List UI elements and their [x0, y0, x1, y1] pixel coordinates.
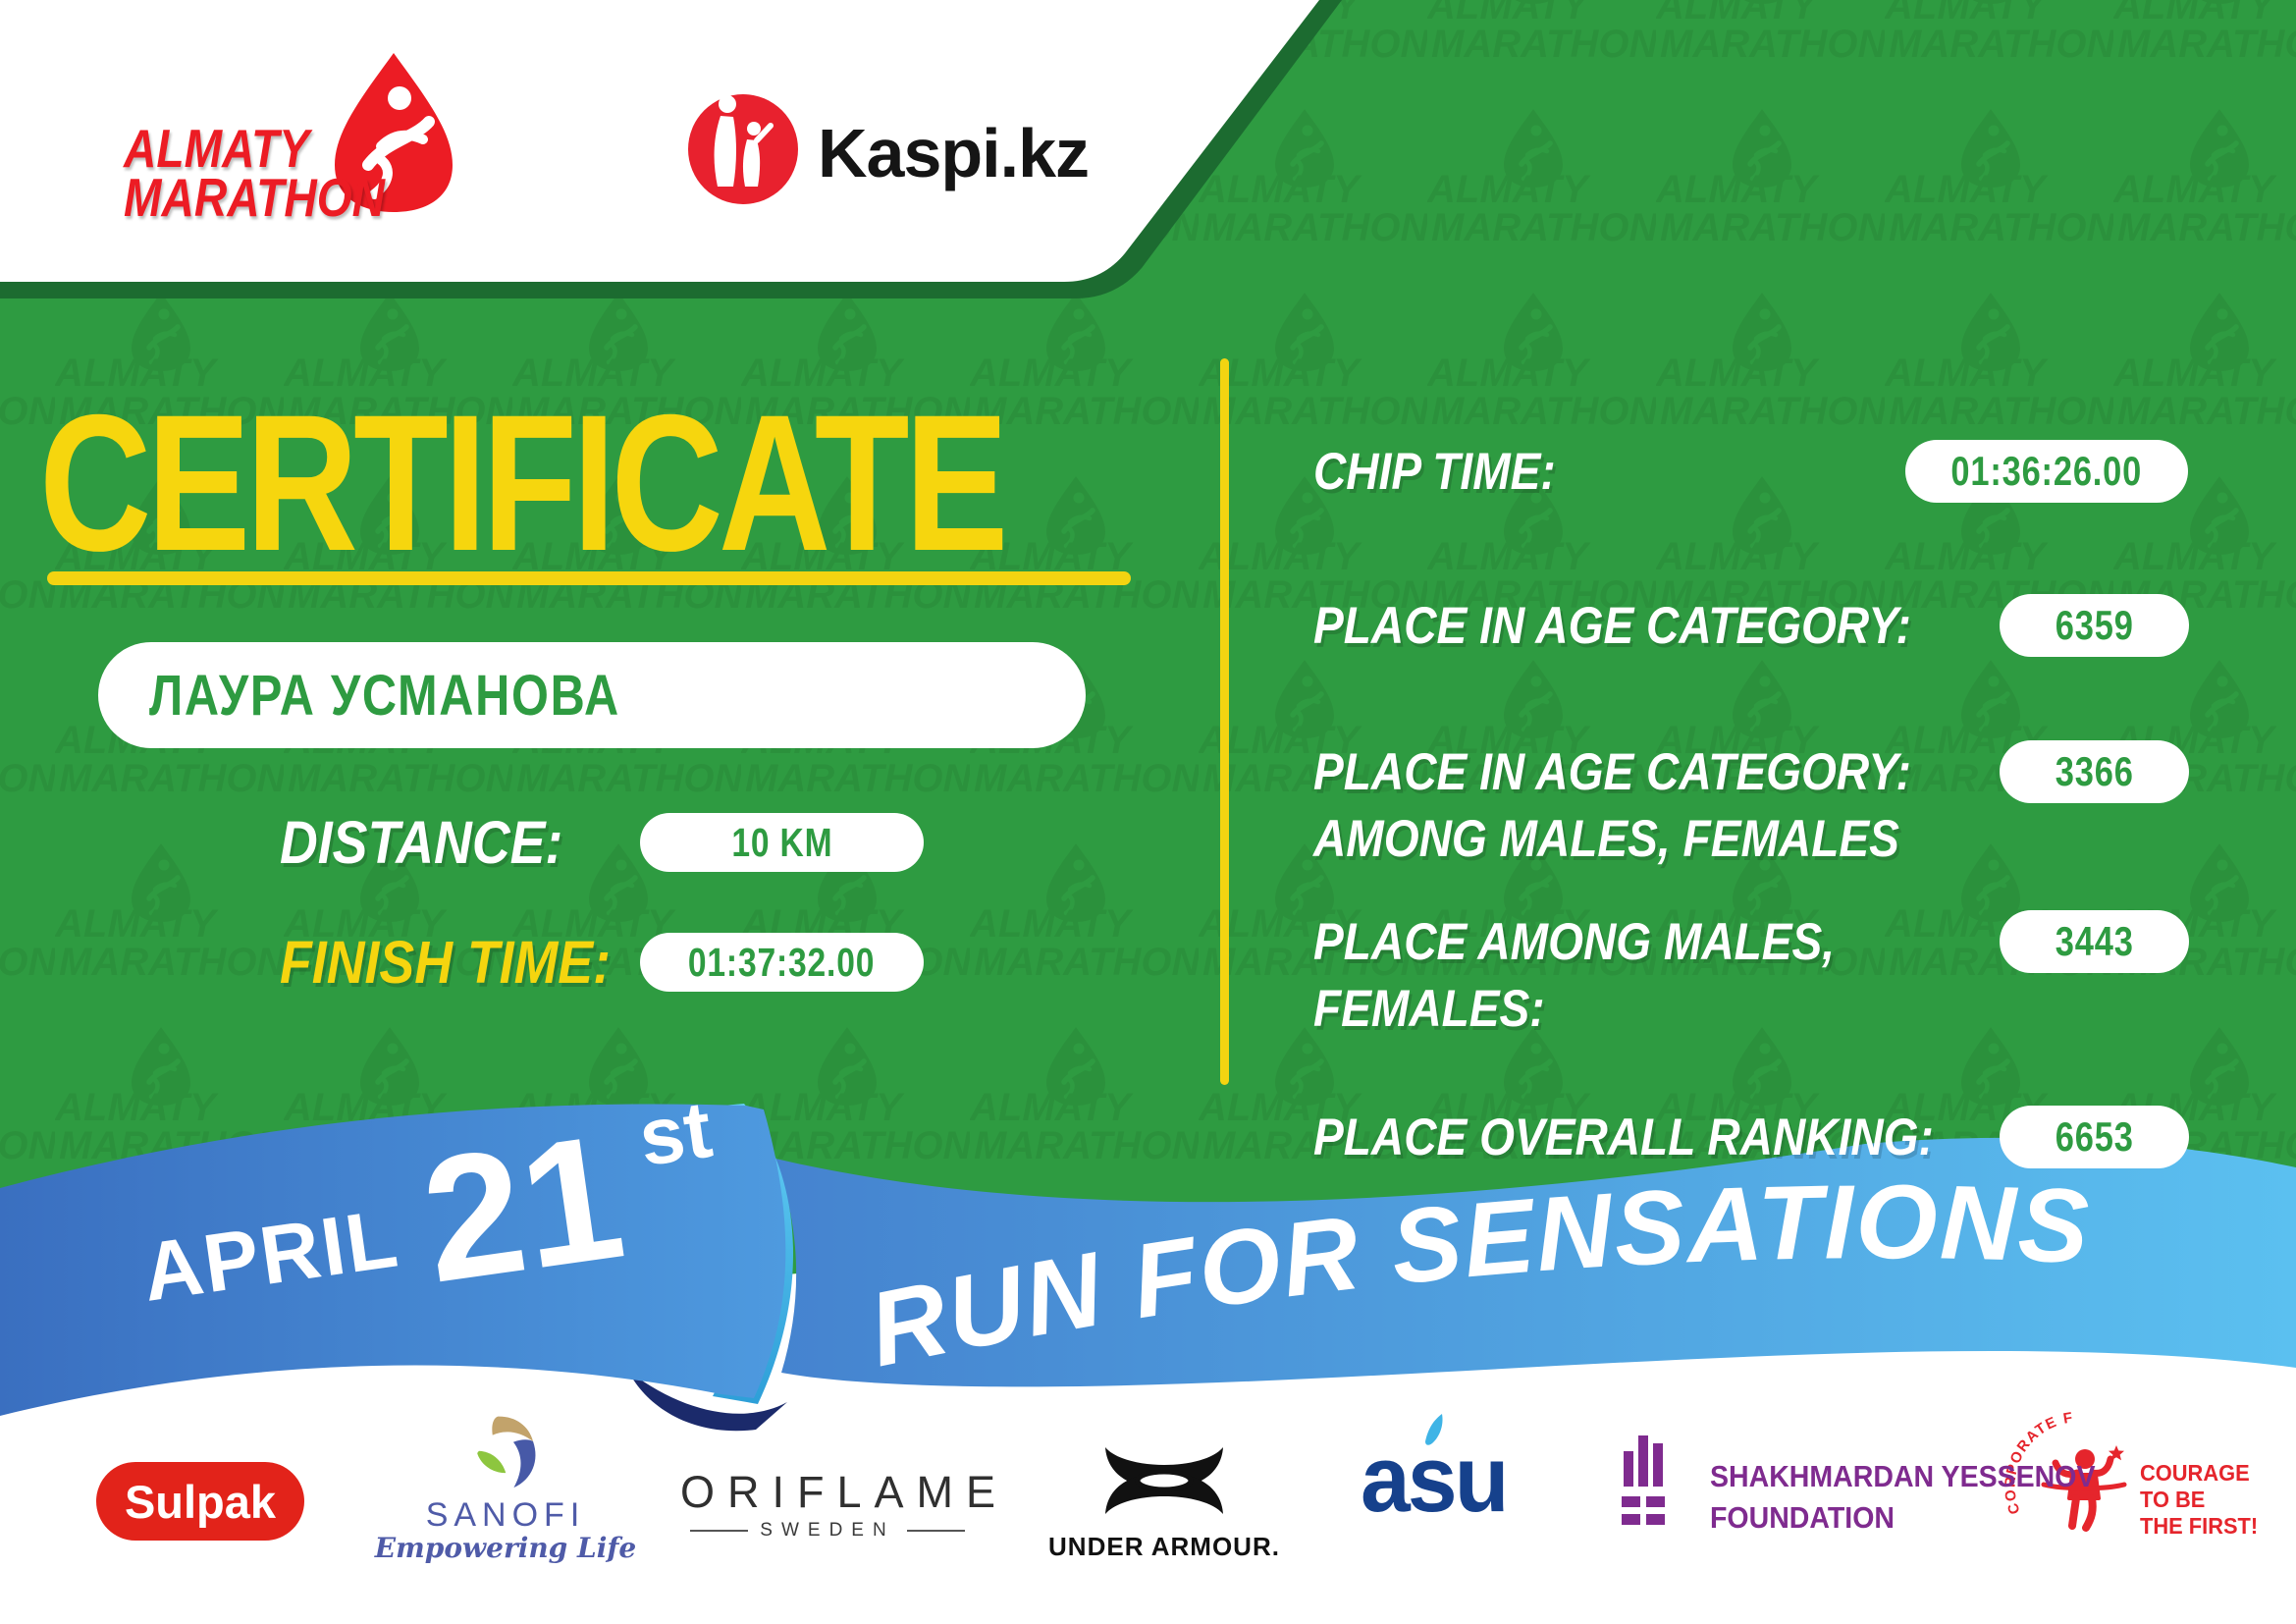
sanofi-logo-text: SANOFI — [425, 1496, 586, 1534]
sulpak-logo-text: Sulpak — [124, 1475, 277, 1528]
age-category-gender-value-pill: 3366 — [2000, 740, 2189, 803]
oriflame-right-line — [906, 1530, 965, 1532]
yessenov-foundation-line2: FOUNDATION — [1710, 1500, 1896, 1535]
runner-name: ЛАУРА УСМАНОВА — [149, 663, 620, 728]
green-watermark-pattern — [0, 0, 2296, 1288]
gender-place-label-line2: FEMALES: — [1313, 979, 1545, 1038]
overall-ranking-label: PLACE OVERALL RANKING: — [1313, 1108, 1934, 1166]
gender-place-label-line1: PLACE AMONG MALES, — [1313, 912, 1836, 971]
sulpak-logo: Sulpak — [96, 1462, 304, 1541]
age-category-value: 6359 — [2055, 602, 2134, 648]
almaty-marathon-wordmark: ALMATY MARATHON — [124, 118, 386, 228]
oriflame-logo-text: ORIFLAME — [680, 1467, 1009, 1517]
oriflame-sweden-text: SWEDEN — [760, 1520, 895, 1541]
yessenov-foundation-line1: SHAKHMARDAN YESSENOV — [1710, 1459, 2096, 1493]
chip-time-value: 01:36:26.00 — [1950, 448, 2143, 494]
almaty-wordmark-line2: MARATHON — [124, 167, 386, 228]
distance-value: 10 KM — [730, 819, 833, 865]
finish-time-label: FINISH TIME: — [280, 929, 611, 996]
distance-value-pill: 10 KM — [640, 813, 924, 872]
age-category-gender-label-line2: AMONG MALES, FEMALES — [1313, 809, 1899, 868]
yessenov-foundation-icon — [1622, 1435, 1665, 1525]
overall-ranking-value: 6653 — [2055, 1113, 2134, 1160]
kaspi-wordmark: Kaspi.kz — [818, 115, 1090, 191]
header-panel — [0, 0, 1319, 282]
age-category-label: PLACE IN AGE CATEGORY: — [1313, 596, 1911, 655]
under-armour-icon — [1105, 1447, 1223, 1514]
ribbon-right-band — [775, 1137, 2296, 1387]
kaspi-logo-icon — [688, 94, 798, 204]
sanofi-icon — [477, 1416, 536, 1489]
chip-time-label: CHIP TIME: — [1313, 442, 1556, 501]
ribbon-day: 21 — [412, 1098, 634, 1321]
under-armour-logo-text: UNDER ARMOUR. — [1048, 1532, 1280, 1561]
almaty-marathon-logo-icon — [335, 53, 453, 212]
almaty-wordmark-line1: ALMATY — [124, 118, 310, 179]
distance-label: DISTANCE: — [280, 809, 563, 876]
sanofi-tagline: Empowering Life — [374, 1532, 637, 1564]
page-title: CERTIFICATE — [39, 374, 1008, 591]
asu-logo-text: asu — [1361, 1427, 1509, 1532]
oriflame-left-line — [690, 1530, 749, 1532]
age-category-value-pill: 6359 — [2000, 594, 2189, 657]
ribbon-fold-shadow — [628, 1371, 787, 1432]
gender-place-value-pill: 3443 — [2000, 910, 2189, 973]
ribbon-day-suffix: st — [634, 1085, 718, 1183]
results-divider-line — [1220, 358, 1229, 1085]
ribbon-left-band — [0, 1104, 786, 1416]
age-category-gender-label-line1: PLACE IN AGE CATEGORY: — [1313, 742, 1911, 801]
overall-ranking-value-pill: 6653 — [2000, 1106, 2189, 1168]
courage-text-line3: THE FIRST! — [2140, 1513, 2259, 1539]
title-underline — [47, 571, 1131, 585]
oriflame-sweden-row: SWEDEN — [690, 1520, 965, 1542]
finish-time-value: 01:37:32.00 — [688, 939, 876, 985]
asu-droplet-icon — [1425, 1414, 1443, 1445]
finish-time-value-pill: 01:37:32.00 — [640, 933, 924, 992]
courage-text-line2: TO BE — [2140, 1487, 2206, 1512]
gender-place-value: 3443 — [2055, 918, 2134, 964]
age-category-gender-value: 3366 — [2055, 748, 2134, 794]
courage-text-line1: COURAGE — [2140, 1460, 2250, 1486]
chip-time-value-pill: 01:36:26.00 — [1905, 440, 2188, 503]
runner-name-field: ЛАУРА УСМАНОВА — [98, 642, 1086, 748]
